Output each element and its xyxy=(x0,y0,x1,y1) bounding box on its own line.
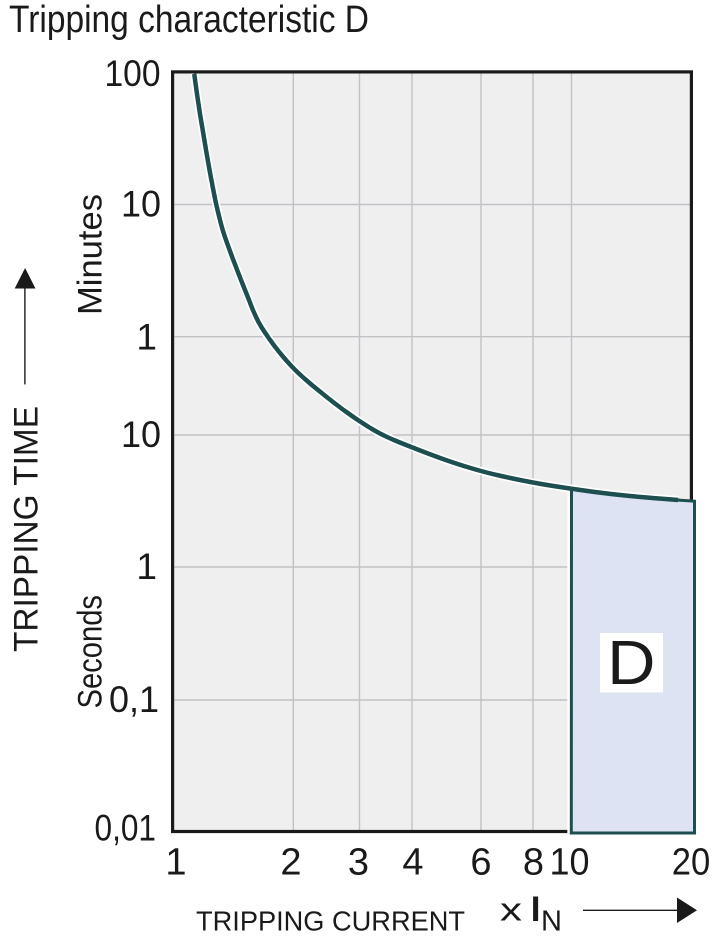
svg-text:1: 1 xyxy=(165,841,186,883)
svg-text:4: 4 xyxy=(402,841,423,883)
svg-text:0,1: 0,1 xyxy=(109,679,159,720)
svg-text:Minutes: Minutes xyxy=(72,194,110,315)
svg-text:10: 10 xyxy=(550,841,590,883)
svg-text:10: 10 xyxy=(121,414,161,455)
svg-text:x: x xyxy=(500,892,522,928)
svg-text:Seconds: Seconds xyxy=(72,595,110,709)
svg-text:100: 100 xyxy=(105,53,161,94)
svg-text:8: 8 xyxy=(523,841,544,883)
svg-text:6: 6 xyxy=(470,841,491,883)
svg-text:Tripping characteristic D: Tripping characteristic D xyxy=(9,0,369,41)
svg-text:3: 3 xyxy=(348,841,369,883)
svg-text:10: 10 xyxy=(121,183,161,224)
svg-text:D: D xyxy=(607,628,655,697)
svg-text:1: 1 xyxy=(136,546,157,587)
svg-text:20: 20 xyxy=(672,841,711,883)
svg-text:N: N xyxy=(541,906,562,938)
svg-text:0,01: 0,01 xyxy=(95,807,157,848)
svg-text:2: 2 xyxy=(280,841,301,883)
svg-text:1: 1 xyxy=(136,316,157,357)
svg-text:TRIPPING CURRENT: TRIPPING CURRENT xyxy=(196,906,465,937)
svg-text:TRIPPING TIME: TRIPPING TIME xyxy=(7,406,45,652)
svg-text:I: I xyxy=(531,890,541,929)
